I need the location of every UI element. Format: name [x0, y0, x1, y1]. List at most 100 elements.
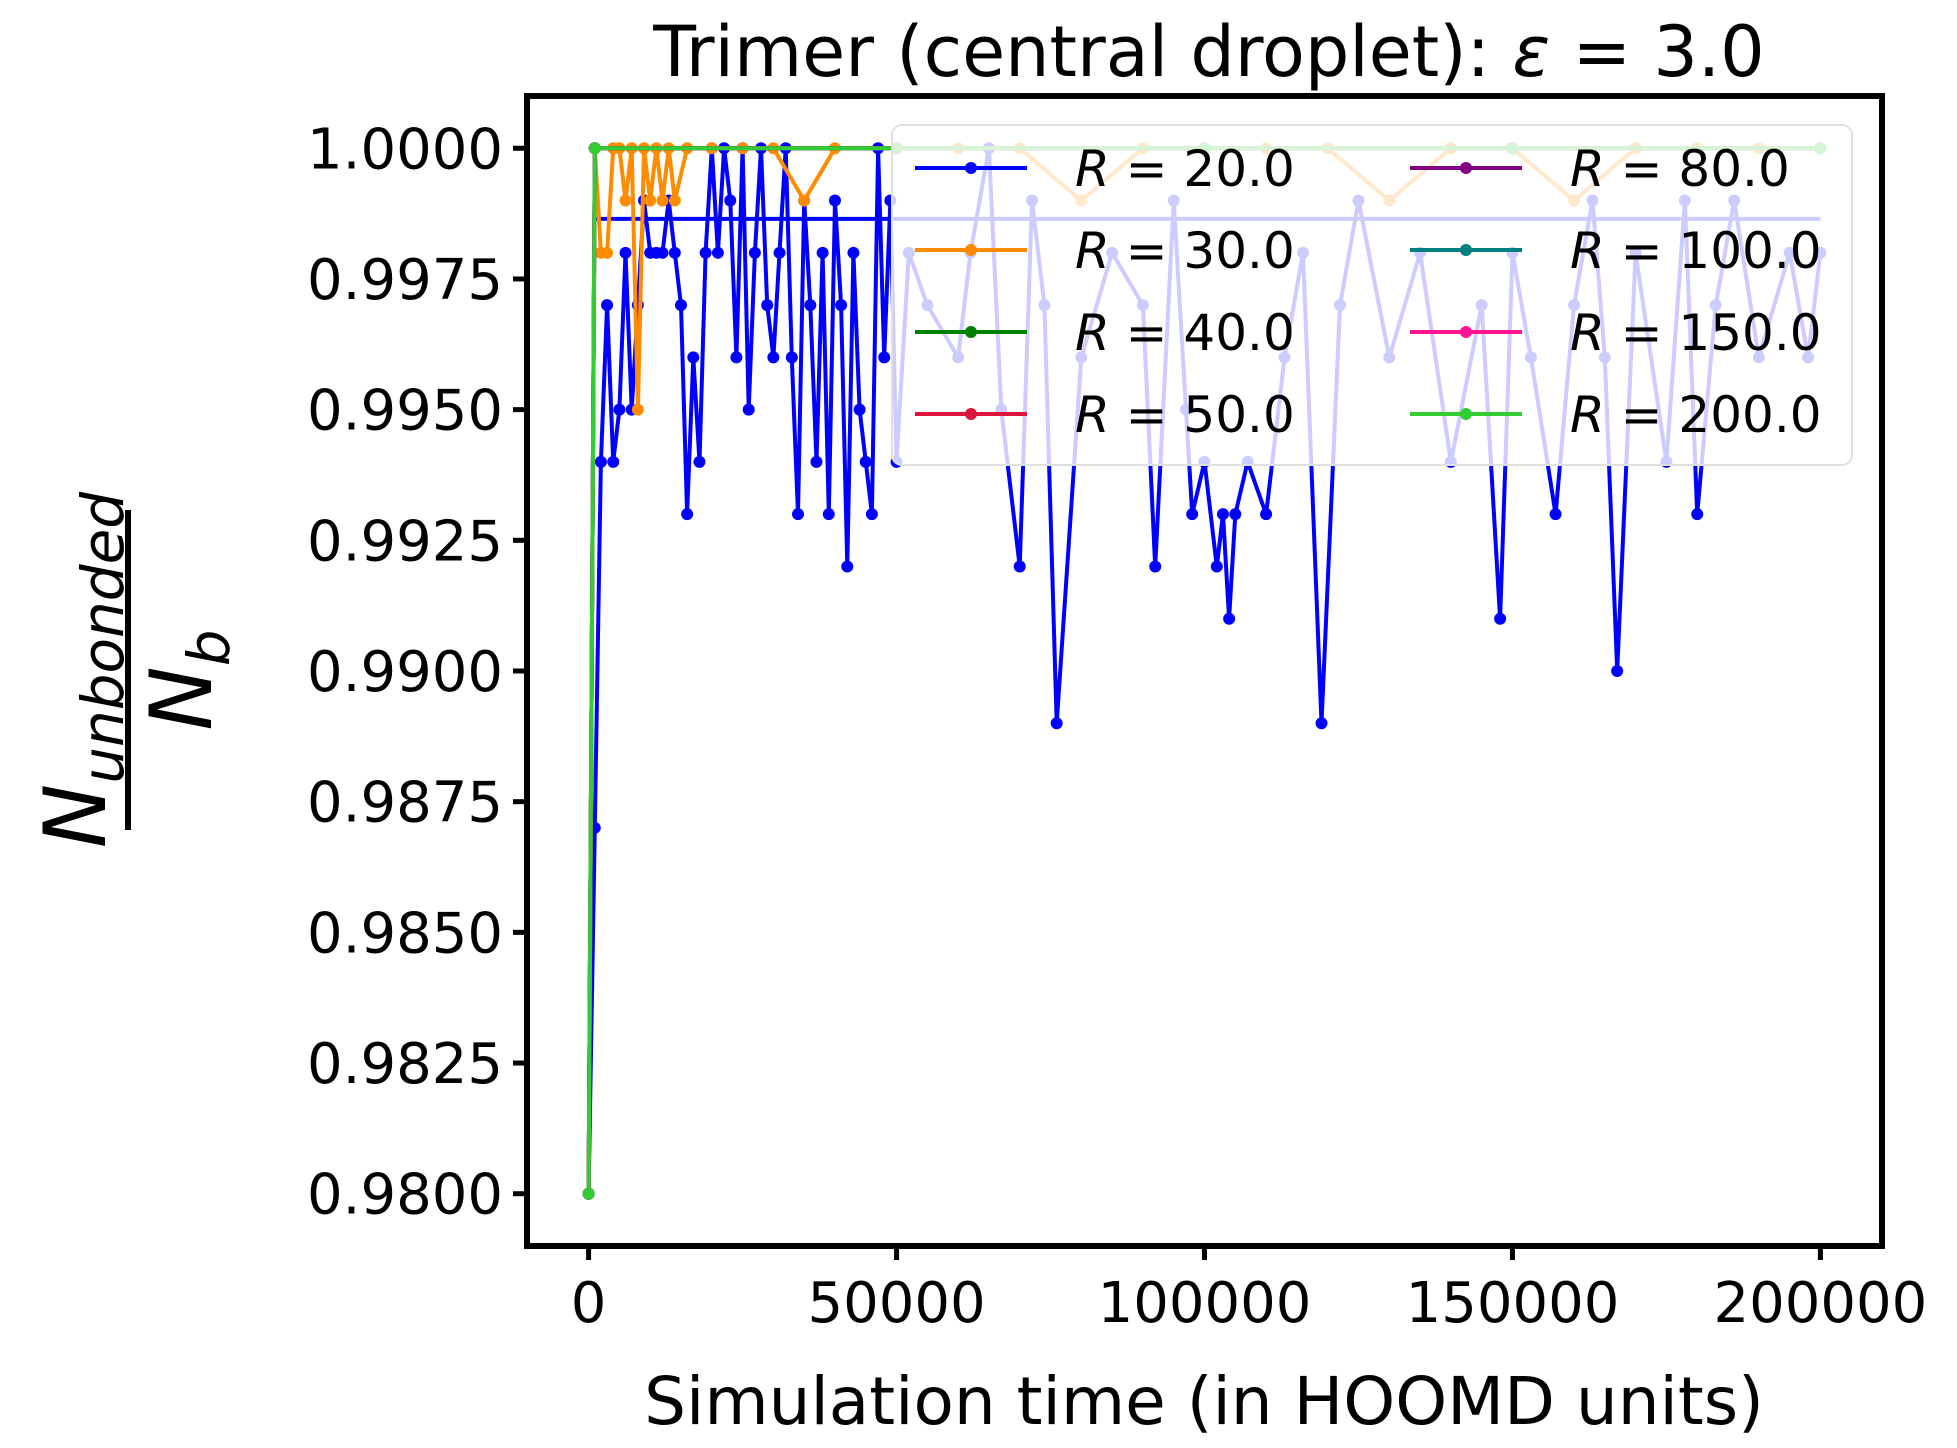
data-point [668, 246, 681, 259]
y-tick-label: 0.9850 [307, 901, 503, 966]
data-point [804, 299, 817, 312]
legend-label: R = 150.0 [1570, 304, 1822, 362]
data-point [656, 246, 669, 259]
legend-swatch-marker [965, 162, 977, 174]
legend-label-symbol: R [1075, 386, 1110, 444]
legend-label: R = 20.0 [1075, 140, 1295, 198]
legend-label-value: = 200.0 [1605, 386, 1822, 444]
data-point [711, 246, 724, 259]
legend-item: R = 100.0 [1410, 222, 1822, 280]
data-point [607, 455, 620, 468]
data-point [619, 246, 632, 259]
y-axis: 0.9800 0.9825 0.9850 0.9875 0.9900 0.9925 0.99… [307, 117, 527, 1228]
y-axis-label: Nunbonded Nb [26, 491, 243, 848]
data-point [810, 455, 823, 468]
data-point [674, 299, 687, 312]
data-point [822, 508, 835, 521]
data-point [1315, 717, 1328, 730]
data-point [613, 403, 626, 416]
legend-label-symbol: R [1570, 386, 1605, 444]
y-tick-label: 0.9825 [307, 1032, 503, 1097]
x-tick-label: 0 [571, 1271, 607, 1336]
data-point [816, 246, 829, 259]
data-point [594, 455, 607, 468]
data-point [681, 508, 694, 521]
data-point [1050, 717, 1063, 730]
data-point [847, 246, 860, 259]
data-point [693, 455, 706, 468]
data-point [699, 246, 712, 259]
data-point [1611, 665, 1624, 677]
legend-label-value: = 100.0 [1605, 222, 1822, 280]
legend-swatch-marker [1460, 408, 1472, 420]
data-point [601, 299, 614, 312]
chart-title: Trimer (central droplet): ε = 3.0 [652, 11, 1764, 93]
data-point [853, 403, 866, 416]
legend-swatch-marker [1460, 162, 1472, 174]
data-point [785, 351, 798, 364]
legend: R = 20.0R = 30.0R = 40.0R = 50.0R = 80.0… [891, 124, 1853, 466]
data-point [878, 351, 891, 364]
legend-label: R = 80.0 [1570, 140, 1790, 198]
legend-label-value: = 50.0 [1110, 386, 1295, 444]
data-point [631, 403, 644, 416]
legend-item: R = 50.0 [915, 386, 1295, 444]
x-tick-label: 50000 [807, 1271, 985, 1336]
y-tick-label: 0.9900 [307, 640, 503, 705]
y-tick-label: 0.9950 [307, 379, 503, 444]
data-point [748, 246, 761, 259]
x-tick-label: 100000 [1098, 1271, 1312, 1336]
y-label-denominator: Nb [132, 629, 243, 730]
y-tick-label: 1.0000 [307, 117, 503, 182]
data-point [828, 194, 841, 207]
data-point [619, 194, 632, 207]
legend-label: R = 50.0 [1075, 386, 1295, 444]
data-point [601, 246, 614, 259]
legend-swatch-marker [965, 408, 977, 420]
legend-swatch-marker [965, 244, 977, 256]
data-point [1186, 508, 1199, 521]
x-axis-label: Simulation time (in HOOMD units) [644, 1363, 1764, 1440]
legend-label-symbol: R [1570, 222, 1605, 280]
data-point [865, 508, 878, 521]
legend-label: R = 100.0 [1570, 222, 1822, 280]
legend-item: R = 150.0 [1410, 304, 1822, 362]
legend-label-value: = 40.0 [1110, 304, 1295, 362]
x-tick-label: 150000 [1406, 1271, 1620, 1336]
legend-swatch-marker [1460, 326, 1472, 338]
data-point [742, 403, 755, 416]
data-point [730, 351, 743, 364]
legend-label-symbol: R [1075, 304, 1110, 362]
data-point [588, 142, 601, 155]
data-point [644, 194, 657, 207]
legend-label: R = 200.0 [1570, 386, 1822, 444]
legend-item: R = 30.0 [915, 222, 1295, 280]
data-point [582, 1187, 595, 1200]
legend-label: R = 40.0 [1075, 304, 1295, 362]
data-point [1494, 612, 1507, 625]
data-point [1229, 508, 1242, 521]
y-tick-label: 0.9925 [307, 509, 503, 574]
data-point [792, 508, 804, 521]
data-point [767, 351, 780, 364]
data-point [761, 299, 774, 312]
legend-label-value: = 30.0 [1110, 222, 1295, 280]
y-tick-label: 0.9800 [307, 1163, 503, 1228]
legend-item: R = 80.0 [1410, 140, 1790, 198]
data-point [835, 299, 848, 312]
y-tick-label: 0.9975 [307, 248, 503, 313]
x-tick-label: 200000 [1714, 1271, 1928, 1336]
data-point [1549, 508, 1562, 521]
legend-label-symbol: R [1570, 140, 1605, 198]
x-axis: 0 50000 100000 150000 200000 [571, 1246, 1928, 1336]
legend-label-symbol: R [1570, 304, 1605, 362]
data-point [798, 194, 811, 207]
data-point [859, 455, 872, 468]
legend-label-symbol: R [1075, 222, 1110, 280]
legend-label-value: = 80.0 [1605, 140, 1790, 198]
y-tick-label: 0.9875 [307, 771, 503, 836]
data-point [1216, 508, 1229, 521]
legend-item: R = 40.0 [915, 304, 1295, 362]
data-point [656, 194, 669, 207]
